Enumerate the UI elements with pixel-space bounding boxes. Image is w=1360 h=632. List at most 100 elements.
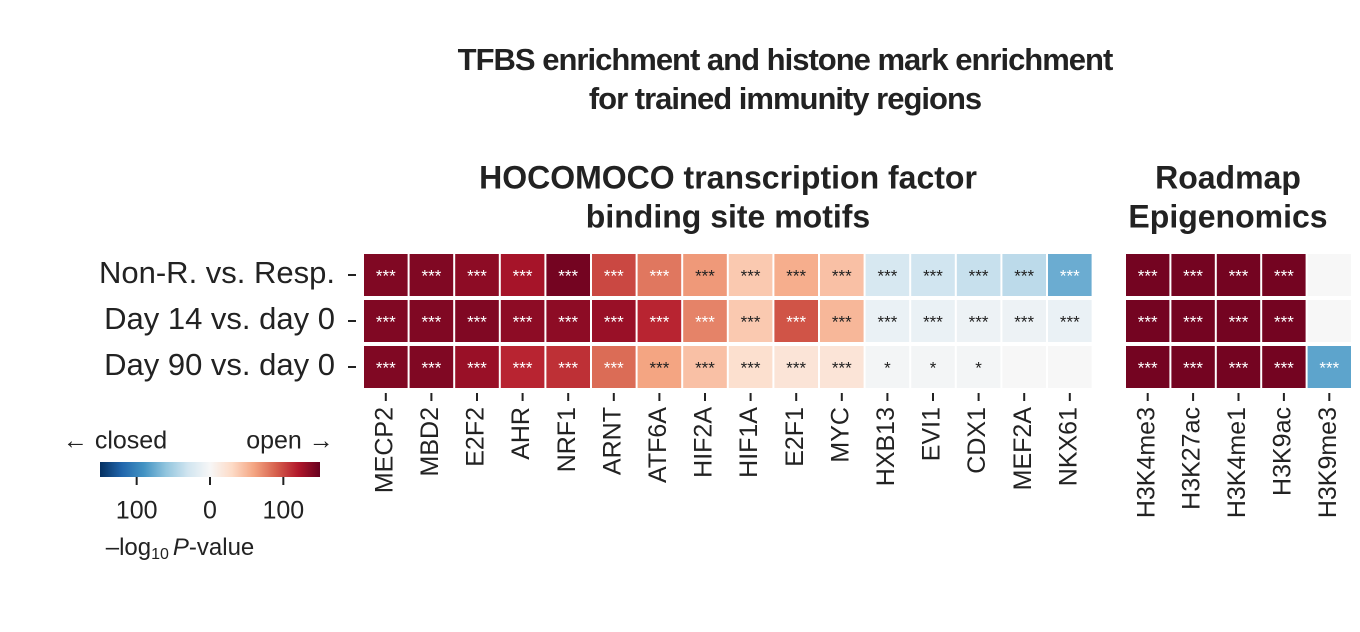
cell — [364, 300, 408, 342]
cell — [409, 300, 454, 342]
cell-label: *** — [376, 358, 396, 377]
cell — [592, 300, 636, 342]
cell-label: *** — [513, 312, 533, 331]
cell-label: *** — [786, 312, 806, 331]
cell-label: *** — [877, 312, 897, 331]
cell-label: *** — [1319, 358, 1339, 377]
cell — [774, 346, 818, 388]
cell — [1048, 300, 1092, 342]
label-part: -value — [189, 534, 254, 561]
cell-label: * — [930, 358, 937, 377]
cell-label: *** — [1014, 312, 1034, 331]
cell-label: *** — [558, 312, 578, 331]
colorbar-tick-label: 0 — [203, 497, 217, 525]
cell — [1307, 254, 1351, 296]
col-label: MECP2 — [370, 407, 398, 493]
cell-label: *** — [604, 312, 624, 331]
cell — [1171, 254, 1215, 296]
cell — [455, 346, 499, 388]
cell-label: *** — [832, 312, 852, 331]
cell — [956, 254, 1001, 296]
panel-title: HOCOMOCO transcription factor — [479, 159, 977, 195]
cell-label: *** — [1274, 266, 1294, 285]
cell — [1048, 346, 1092, 388]
panel-title: binding site motifs — [586, 198, 870, 234]
cell-label: *** — [786, 266, 806, 285]
colorbar-label: –log10 P-value — [106, 534, 255, 563]
col-label: H3K9ac — [1269, 407, 1297, 496]
cell — [683, 346, 727, 388]
colorbar — [100, 462, 320, 477]
cell — [592, 346, 636, 388]
cell-label: *** — [604, 358, 624, 377]
cell-label: *** — [467, 266, 487, 285]
cell — [728, 254, 773, 296]
cell-label: *** — [1138, 312, 1158, 331]
cell — [683, 300, 727, 342]
cell — [683, 254, 727, 296]
cell-label: *** — [421, 312, 441, 331]
cell-label: *** — [1183, 266, 1203, 285]
cell — [1126, 300, 1170, 342]
cell-label: *** — [1138, 358, 1158, 377]
cell-label: *** — [695, 266, 715, 285]
cell — [865, 300, 910, 342]
cell — [1126, 346, 1170, 388]
cell — [364, 254, 408, 296]
cell — [1171, 346, 1215, 388]
cell — [455, 254, 499, 296]
col-label: H3K4me3 — [1132, 407, 1160, 518]
cell-label: *** — [1014, 266, 1034, 285]
cell — [1262, 254, 1306, 296]
cell-label: *** — [1183, 358, 1203, 377]
cell-label: *** — [741, 312, 761, 331]
cell-label: *** — [695, 358, 715, 377]
colorbar-left-label: ← closed — [63, 427, 167, 455]
row-label: Non-R. vs. Resp. — [99, 255, 335, 290]
col-label: H3K27ac — [1178, 407, 1206, 510]
cell — [455, 300, 499, 342]
cell — [1307, 346, 1351, 388]
col-label: MYC — [826, 407, 854, 463]
cell — [865, 346, 910, 388]
cell — [1262, 300, 1306, 342]
cell-label: *** — [421, 266, 441, 285]
cell-label: *** — [1183, 312, 1203, 331]
cell-label: *** — [558, 358, 578, 377]
cell — [1002, 300, 1046, 342]
colorbar-tick-label: 100 — [262, 497, 304, 525]
colorbar-tick-label: 100 — [116, 497, 158, 525]
col-label: H3K4me1 — [1223, 407, 1251, 518]
label-part: P — [173, 534, 189, 561]
cell-label: *** — [467, 358, 487, 377]
cell-label: *** — [1229, 266, 1249, 285]
colorbar-right-label: open → — [246, 427, 334, 455]
cell-label: *** — [558, 266, 578, 285]
col-label: H3K9me3 — [1314, 407, 1342, 518]
cell-label: *** — [969, 312, 989, 331]
col-label: MEF2A — [1009, 407, 1037, 491]
cell — [364, 346, 408, 388]
cell-label: *** — [467, 312, 487, 331]
col-label: MBD2 — [416, 407, 444, 476]
cell-label: *** — [1229, 358, 1249, 377]
title: for trained immunity regions — [589, 81, 981, 116]
cell — [546, 300, 590, 342]
cell-label: *** — [513, 266, 533, 285]
cell — [1048, 254, 1092, 296]
cell-label: *** — [649, 312, 669, 331]
cell-label: *** — [923, 312, 943, 331]
cell-label: *** — [1274, 358, 1294, 377]
cell — [1262, 346, 1306, 388]
cell — [865, 254, 910, 296]
col-label: E2F2 — [462, 407, 490, 467]
panel-title: Roadmap — [1155, 159, 1301, 195]
cell — [546, 346, 590, 388]
cell-label: *** — [1274, 312, 1294, 331]
cell — [820, 300, 864, 342]
cell — [637, 254, 682, 296]
cell-label: *** — [513, 358, 533, 377]
cell-label: *** — [421, 358, 441, 377]
label-part: 10 — [151, 546, 169, 563]
